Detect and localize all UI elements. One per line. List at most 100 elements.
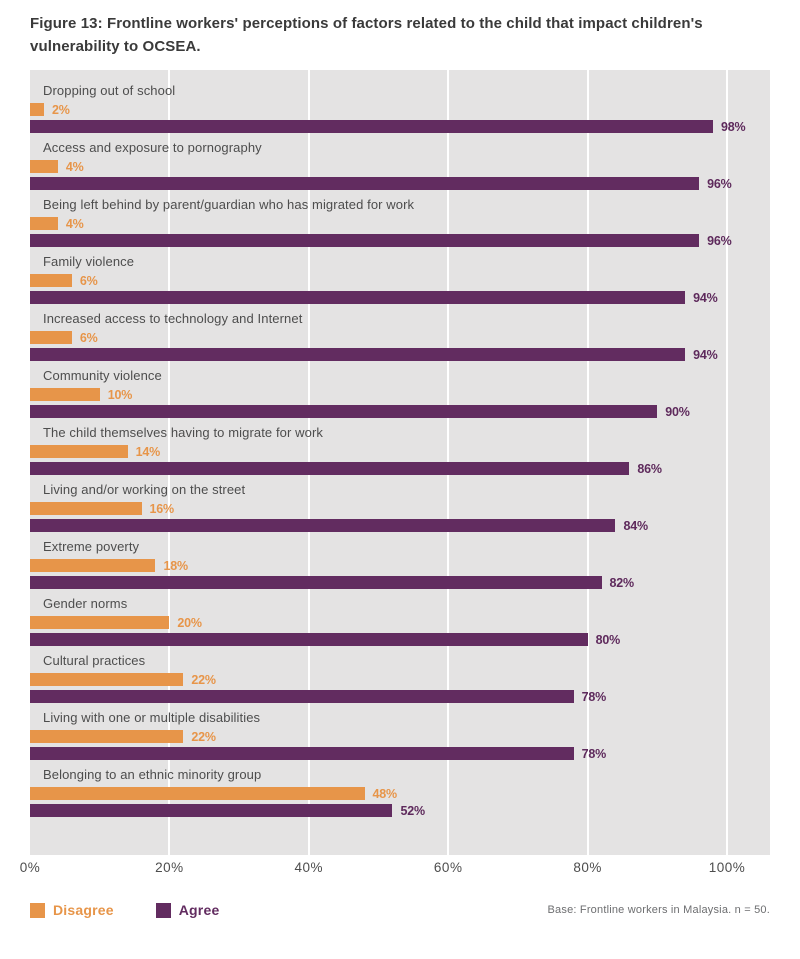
legend-label: Disagree (53, 902, 114, 918)
disagree-bar (30, 559, 156, 572)
disagree-value-label: 48% (372, 786, 398, 801)
bar-group: Belonging to an ethnic minority group 48%… (30, 760, 770, 818)
disagree-value-label: 6% (79, 330, 98, 345)
disagree-bar (30, 103, 44, 116)
agree-value-label: 84% (623, 518, 648, 533)
category-label: Extreme poverty (43, 539, 140, 554)
agree-bar (30, 462, 630, 475)
disagree-bar-row: 4% (30, 216, 770, 231)
agree-bar (30, 291, 686, 304)
agree-bar-row: 86% (30, 462, 770, 476)
figure-title: Figure 13: Frontline workers' perception… (30, 15, 703, 55)
agree-bar (30, 348, 686, 361)
disagree-value-label: 4% (65, 216, 84, 231)
agree-value-label: 90% (665, 404, 690, 419)
legend-row: Disagree Agree Base: Frontline workers in… (30, 899, 770, 921)
category-label: Being left behind by parent/guardian who… (43, 197, 415, 212)
disagree-value-label: 14% (135, 444, 161, 459)
agree-bar-row: 96% (30, 176, 770, 191)
agree-bar-row: 94% (30, 347, 770, 362)
agree-bar (30, 405, 658, 418)
agree-value-label: 96% (707, 176, 732, 191)
disagree-bar (30, 616, 170, 629)
x-tick-40: 40% (294, 860, 324, 875)
agree-value-label: 98% (721, 119, 746, 134)
disagree-bar (30, 445, 128, 458)
disagree-value-label: 10% (107, 387, 133, 402)
category-label: Living and/or working on the street (43, 482, 246, 497)
disagree-value-label: 20% (177, 615, 202, 630)
legend-item-disagree: Disagree (30, 902, 114, 918)
agree-bar-row: 96% (30, 234, 770, 248)
disagree-bar-row: 10% (30, 387, 770, 402)
disagree-bar-row: 2% (30, 102, 770, 117)
disagree-value-label: 22% (191, 729, 216, 744)
bar-group: The child themselves having to migrate f… (30, 418, 770, 476)
disagree-bar (30, 217, 58, 230)
x-axis: 0% 20% 40% 60% 80% 100% (0, 860, 800, 884)
disagree-bar-row: 4% (30, 160, 770, 174)
agree-bar (30, 177, 700, 190)
agree-bar (30, 690, 574, 703)
disagree-value-label: 2% (51, 102, 70, 117)
category-label: Cultural practices (43, 653, 146, 668)
category-label: Dropping out of school (43, 83, 176, 98)
bar-group: Extreme poverty 18% 82% (30, 532, 770, 590)
agree-bar-row: 80% (30, 632, 770, 647)
category-label: Living with one or multiple disabilities (43, 710, 261, 725)
legend-label: Agree (178, 902, 220, 918)
agree-bar (30, 576, 602, 589)
disagree-bar-row: 14% (30, 444, 770, 459)
agree-bar-row: 82% (30, 575, 770, 590)
disagree-value-label: 18% (163, 558, 188, 573)
category-label: Access and exposure to pornography (43, 140, 262, 155)
bar-group: Living and/or working on the street 16% 84… (30, 475, 770, 533)
agree-bar-row: 78% (30, 689, 770, 704)
bar-group: Gender norms 20% 80% (30, 589, 770, 647)
chart-plot-area: Dropping out of school 2% 98% Access and ex… (30, 70, 770, 855)
disagree-bar (30, 331, 72, 344)
disagree-bar-row: 6% (30, 274, 770, 288)
agree-bar-row: 98% (30, 119, 770, 134)
agree-bar (30, 234, 700, 247)
agree-swatch (155, 902, 171, 918)
category-label: Community violence (43, 368, 162, 383)
agree-value-label: 78% (581, 689, 607, 704)
agree-bar (30, 120, 714, 133)
disagree-bar (30, 388, 100, 401)
category-label: The child themselves having to migrate f… (43, 425, 323, 440)
agree-bar (30, 519, 616, 532)
disagree-bar (30, 730, 184, 743)
agree-value-label: 82% (609, 575, 635, 590)
x-tick-0: 0% (19, 860, 41, 875)
disagree-value-label: 22% (191, 672, 216, 687)
x-tick-60: 60% (433, 860, 463, 875)
agree-bar (30, 633, 588, 646)
agree-bar-row: 94% (30, 291, 770, 305)
bar-group: Community violence 10% 90% (30, 361, 770, 419)
disagree-bar-row: 22% (30, 729, 770, 744)
bar-group: Being left behind by parent/guardian who… (30, 190, 770, 248)
category-label: Belonging to an ethnic minority group (43, 767, 262, 782)
disagree-bar-row: 48% (30, 786, 770, 801)
disagree-bar (30, 787, 365, 800)
category-label: Gender norms (43, 596, 128, 611)
base-note: Base: Frontline workers in Malaysia. n =… (547, 904, 770, 916)
category-label: Increased access to technology and Inter… (43, 311, 303, 326)
bar-group: Family violence 6% 94% (30, 247, 770, 305)
agree-value-label: 78% (581, 746, 607, 761)
agree-value-label: 52% (400, 803, 425, 818)
bar-group: Access and exposure to pornography 4% 96% (30, 133, 770, 191)
bar-group: Living with one or multiple disabilities… (30, 703, 770, 761)
disagree-bar (30, 160, 58, 173)
agree-value-label: 94% (693, 347, 718, 362)
agree-value-label: 80% (595, 632, 621, 647)
disagree-bar-row: 18% (30, 558, 770, 573)
x-tick-80: 80% (573, 860, 602, 875)
disagree-bar-row: 22% (30, 672, 770, 687)
agree-bar-row: 52% (30, 803, 770, 818)
bar-group: Increased access to technology and Inter… (30, 304, 770, 362)
agree-bar (30, 804, 393, 817)
legend-items: Disagree Agree (30, 902, 261, 918)
